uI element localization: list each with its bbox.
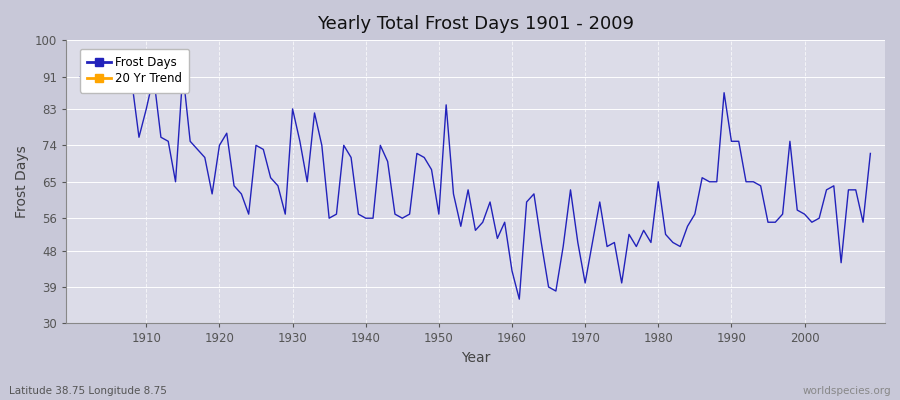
Text: worldspecies.org: worldspecies.org <box>803 386 891 396</box>
Y-axis label: Frost Days: Frost Days <box>15 145 29 218</box>
Text: Latitude 38.75 Longitude 8.75: Latitude 38.75 Longitude 8.75 <box>9 386 166 396</box>
Title: Yearly Total Frost Days 1901 - 2009: Yearly Total Frost Days 1901 - 2009 <box>317 15 634 33</box>
Legend: Frost Days, 20 Yr Trend: Frost Days, 20 Yr Trend <box>80 49 189 92</box>
X-axis label: Year: Year <box>461 351 491 365</box>
